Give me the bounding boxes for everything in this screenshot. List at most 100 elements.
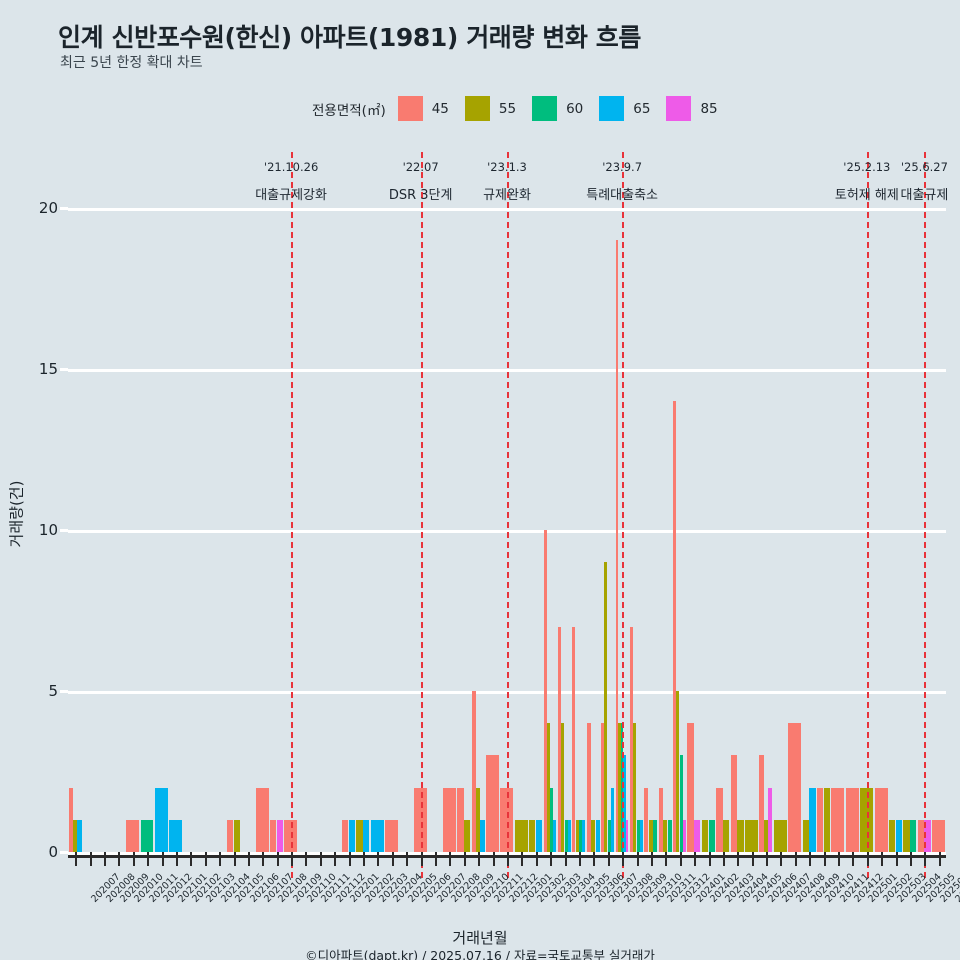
bar-202309-55[interactable] — [618, 723, 621, 852]
bar-202404-45[interactable] — [716, 787, 723, 852]
bar-202011-45[interactable] — [126, 819, 140, 852]
bar-202007-65[interactable] — [77, 819, 82, 852]
bar-202007-45[interactable] — [68, 787, 73, 852]
bar-202506-45[interactable] — [917, 819, 925, 852]
bar-202211-65[interactable] — [480, 819, 485, 852]
bar-202501-45[interactable] — [845, 787, 859, 852]
bar-202302-55[interactable] — [514, 819, 528, 852]
bar-202308-45[interactable] — [601, 723, 605, 852]
bar-202101-65[interactable] — [154, 787, 168, 852]
bar-202505-55[interactable] — [903, 819, 910, 852]
bar-202301-45[interactable] — [500, 787, 514, 852]
bar-202311-55[interactable] — [648, 819, 653, 852]
bar-202306-55[interactable] — [575, 819, 579, 852]
bar-202406-55[interactable] — [745, 819, 758, 852]
bar-202312-55[interactable] — [663, 819, 668, 852]
bar-202304-60[interactable] — [550, 787, 554, 852]
legend-item-85[interactable]: 85 — [666, 96, 718, 121]
bar-202403-60[interactable] — [708, 819, 715, 852]
bar-202310-60[interactable] — [636, 819, 640, 852]
bar-202309-85[interactable] — [626, 819, 629, 852]
bar-202310-55[interactable] — [633, 723, 637, 852]
bar-202211-45[interactable] — [471, 691, 476, 852]
bar-202306-45[interactable] — [572, 626, 576, 852]
bar-202404-55[interactable] — [722, 819, 730, 852]
bar-202305-55[interactable] — [561, 723, 565, 852]
bar-202106-55[interactable] — [233, 819, 240, 852]
legend-item-45[interactable]: 45 — [397, 96, 449, 121]
bar-202506-85[interactable] — [924, 819, 931, 852]
bar-202202-45[interactable] — [342, 819, 349, 852]
bar-202106-45[interactable] — [226, 819, 234, 852]
bar-202307-65[interactable] — [595, 819, 600, 852]
bar-202210-45[interactable] — [457, 787, 464, 852]
bar-202308-65[interactable] — [611, 787, 615, 852]
bar-202504-65[interactable] — [895, 819, 902, 852]
bar-202203-55[interactable] — [356, 819, 363, 852]
bar-202410-65[interactable] — [809, 787, 816, 852]
bar-202309-65[interactable] — [623, 755, 626, 852]
bar-202304-45[interactable] — [543, 530, 547, 852]
bar-202409-45[interactable] — [788, 723, 802, 852]
bar-202306-60[interactable] — [578, 819, 582, 852]
bar-202507-45[interactable] — [932, 819, 946, 852]
bar-202402-85[interactable] — [694, 819, 701, 852]
bar-202109-85[interactable] — [276, 819, 284, 852]
legend-item-65[interactable]: 65 — [599, 96, 650, 121]
bar-202407-45[interactable] — [759, 755, 764, 852]
bar-202109-45[interactable] — [270, 819, 277, 852]
bar-202403-55[interactable] — [701, 819, 709, 852]
bar-202408-55[interactable] — [773, 819, 787, 852]
bar-202401-55[interactable] — [676, 691, 680, 852]
bar-202309-45[interactable] — [615, 240, 618, 852]
bar-202304-65[interactable] — [553, 819, 557, 852]
bar-202412-45[interactable] — [831, 787, 845, 852]
bar-202407-55[interactable] — [763, 819, 768, 852]
bar-202308-55[interactable] — [604, 562, 608, 852]
bar-202401-85[interactable] — [683, 819, 687, 852]
bar-202405-45[interactable] — [730, 755, 737, 852]
bar-202405-55[interactable] — [737, 819, 744, 852]
bar-202108-45[interactable] — [255, 787, 269, 852]
bar-202311-60[interactable] — [653, 819, 658, 852]
bar-202309-60[interactable] — [620, 723, 624, 852]
legend-item-55[interactable]: 55 — [464, 96, 516, 121]
bar-202310-65[interactable] — [639, 819, 643, 852]
bar-202212-45[interactable] — [485, 755, 499, 852]
bar-202307-55[interactable] — [591, 819, 596, 852]
bar-202505-60[interactable] — [910, 819, 917, 852]
legend-item-60[interactable]: 60 — [532, 96, 583, 121]
bar-202202-65[interactable] — [348, 819, 355, 852]
bar-202211-55[interactable] — [476, 787, 481, 852]
bar-202401-45[interactable] — [673, 401, 677, 852]
bar-202102-65[interactable] — [169, 819, 183, 852]
bar-202205-45[interactable] — [385, 819, 399, 852]
bar-202012-60[interactable] — [140, 819, 154, 852]
bar-202504-55[interactable] — [889, 819, 896, 852]
bar-202312-60[interactable] — [667, 819, 672, 852]
bar-202407-85[interactable] — [768, 787, 773, 852]
bar-202303-65[interactable] — [535, 819, 543, 852]
bar-202308-60[interactable] — [607, 819, 611, 852]
bar-202503-45[interactable] — [874, 787, 888, 852]
bar-202304-55[interactable] — [546, 723, 550, 852]
bar-202207-45[interactable] — [414, 787, 427, 852]
bar-202303-55[interactable] — [529, 819, 536, 852]
bar-202210-55[interactable] — [463, 819, 471, 852]
bar-202305-65[interactable] — [567, 819, 571, 852]
bar-202310-45[interactable] — [629, 626, 633, 852]
bar-202306-65[interactable] — [582, 819, 586, 852]
bar-202502-55[interactable] — [860, 787, 874, 852]
bar-202312-45[interactable] — [658, 787, 663, 852]
bar-202311-45[interactable] — [644, 787, 649, 852]
bar-202203-65[interactable] — [363, 819, 370, 852]
bar-202305-45[interactable] — [557, 626, 561, 852]
bar-202401-60[interactable] — [679, 755, 683, 852]
bar-202007-55[interactable] — [72, 819, 78, 852]
bar-202411-45[interactable] — [817, 787, 824, 852]
bar-202307-45[interactable] — [586, 723, 591, 852]
bar-202410-55[interactable] — [802, 819, 809, 852]
bar-202204-65[interactable] — [370, 819, 384, 852]
bar-202110-45[interactable] — [284, 819, 298, 852]
bar-202305-60[interactable] — [564, 819, 568, 852]
